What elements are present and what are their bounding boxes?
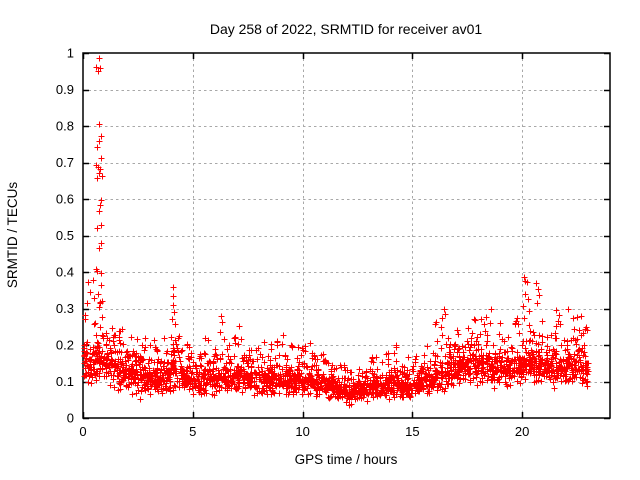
y-tick-label: 0.8 [56,119,74,134]
y-tick-label: 0.5 [56,228,74,243]
y-tick-label: 0.2 [56,338,74,353]
y-tick-label: 0.3 [56,301,74,316]
y-tick-label: 0.1 [56,374,74,389]
y-tick-label: 0.7 [56,155,74,170]
x-tick-label: 5 [189,424,196,439]
x-tick-label: 20 [515,424,529,439]
chart-title: Day 258 of 2022, SRMTID for receiver av0… [210,21,483,37]
y-tick-label: 0.6 [56,192,74,207]
x-tick-label: 0 [79,424,86,439]
y-tick-label: 1 [67,46,74,61]
plot-frame [82,52,611,419]
x-axis-label: GPS time / hours [295,452,398,467]
y-tick-label: 0 [67,411,74,426]
x-tick-label: 10 [295,424,309,439]
y-axis-label: SRMTID / TECUs [5,182,20,289]
grid-path [83,53,610,418]
grid-lines [83,53,610,418]
x-tick-label: 15 [405,424,419,439]
y-tick-label: 0.4 [56,265,74,280]
y-tick-label: 0.9 [56,82,74,97]
scatter-points [81,55,592,409]
tick-labels: 0 5 10 15 20 0 0.1 0.2 0.3 0.4 0.5 0.6 0.7 0.8 0.9 1 [56,46,529,440]
